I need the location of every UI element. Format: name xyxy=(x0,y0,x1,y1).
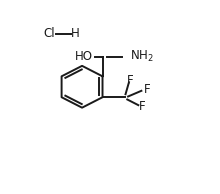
Text: Cl: Cl xyxy=(44,27,55,40)
Text: F: F xyxy=(143,83,150,96)
Text: H: H xyxy=(71,27,80,40)
Text: F: F xyxy=(126,74,133,87)
Text: F: F xyxy=(138,100,145,113)
Text: HO: HO xyxy=(75,50,93,63)
Text: NH$_2$: NH$_2$ xyxy=(130,49,154,64)
